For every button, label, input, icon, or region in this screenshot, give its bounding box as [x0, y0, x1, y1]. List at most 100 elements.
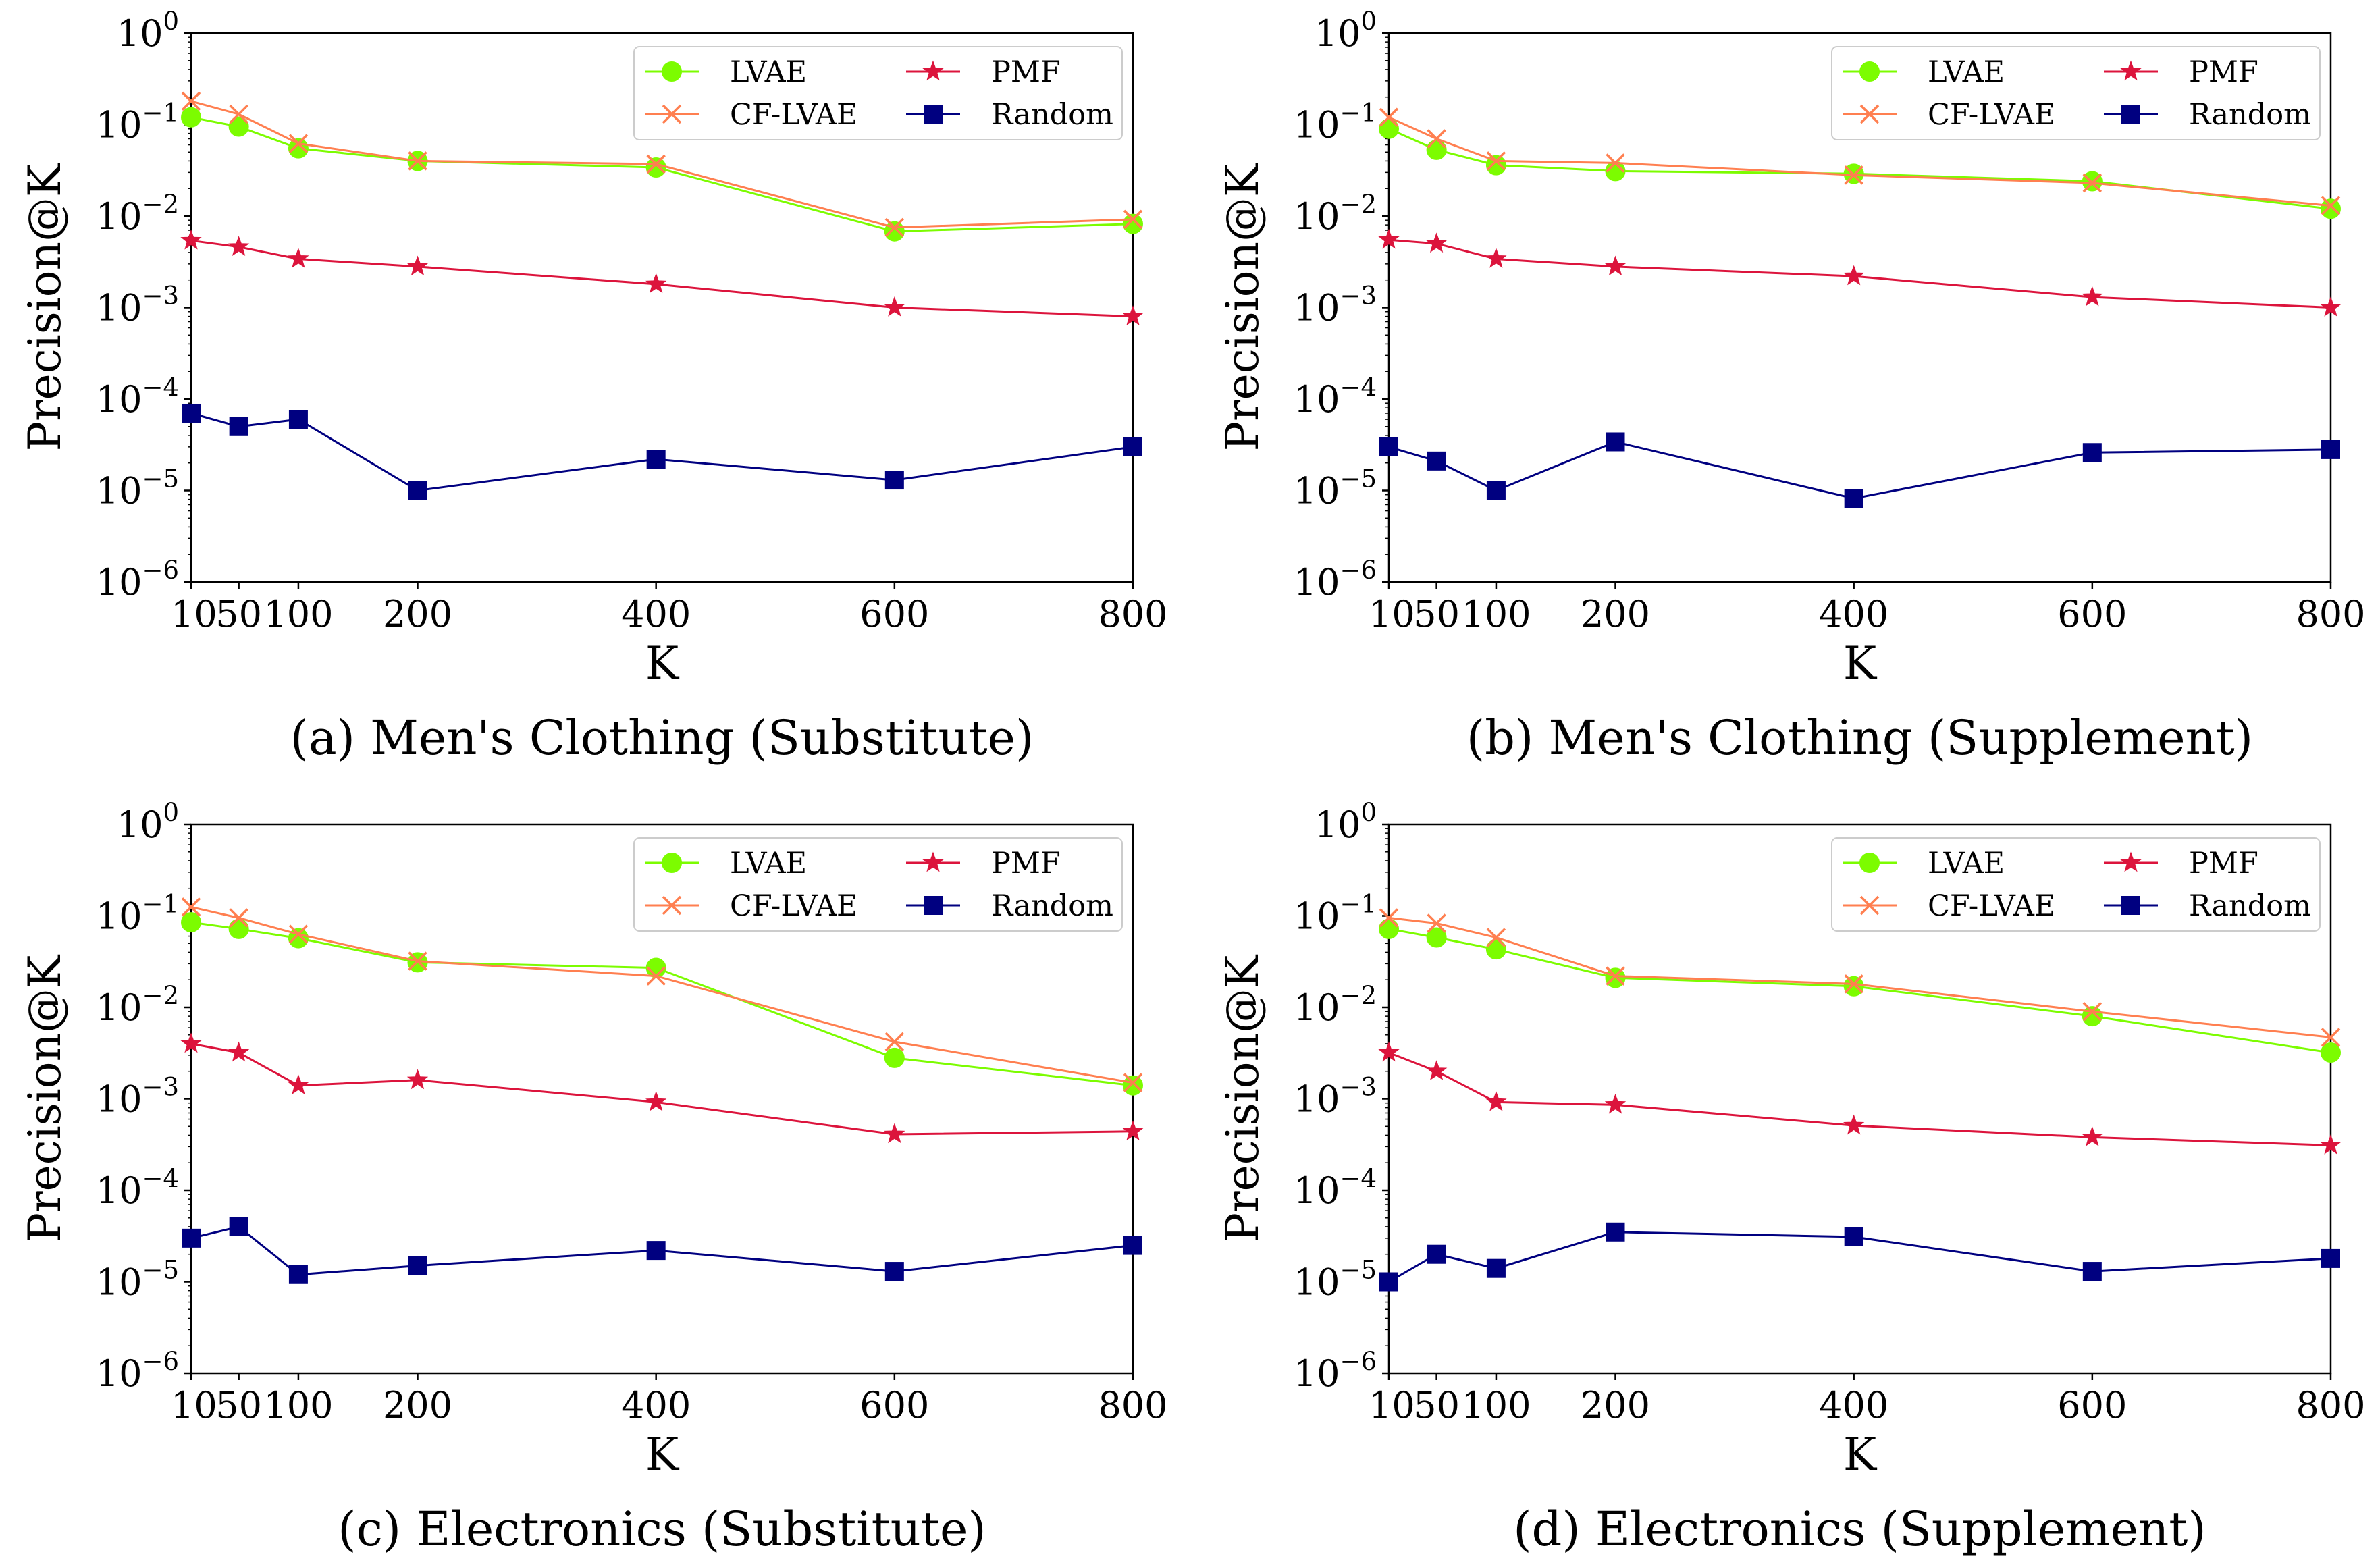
x-tick-label: 50 — [215, 1384, 262, 1427]
point-cf-lvae-stroke-b — [229, 104, 248, 124]
legend-label-lvae: LVAE — [1928, 847, 2005, 880]
x-tick-label: 800 — [1098, 1384, 1167, 1427]
point-lvae — [288, 138, 309, 159]
point-lvae — [884, 1047, 905, 1068]
y-tick-exponent: −2 — [142, 981, 179, 1010]
x-tick-label: 200 — [383, 593, 452, 635]
legend-label-cf-lvae: CF-LVAE — [1928, 98, 2055, 132]
point-random — [1844, 1227, 1863, 1246]
point-cf-lvae-stroke-b — [1123, 209, 1143, 230]
point-cf-lvae-stroke-b — [408, 151, 427, 171]
y-tick-exponent: −1 — [1340, 890, 1377, 919]
point-random — [2082, 1262, 2102, 1281]
point-lvae — [2321, 1042, 2341, 1063]
y-axis-label: Precision@K — [1217, 954, 1269, 1242]
y-tick-label: 10−5 — [96, 1256, 179, 1304]
y-tick-label: 10−3 — [96, 1073, 179, 1121]
y-tick-exponent: 0 — [163, 798, 179, 827]
y-tick-exponent: −4 — [142, 373, 179, 402]
x-tick-label: 400 — [621, 1384, 691, 1427]
point-cf-lvae — [1427, 129, 1446, 149]
point-lvae — [1843, 976, 1864, 997]
point-pmf — [2320, 1134, 2342, 1155]
legend: LVAE CF-LVAE PMF Random — [1831, 837, 2321, 932]
legend-marker-cf-lvae — [1859, 895, 1880, 916]
legend-label-lvae: LVAE — [730, 55, 807, 89]
point-cf-lvae-stroke-b — [1844, 165, 1863, 185]
point-cf-lvae — [2082, 1001, 2103, 1022]
legend-label-pmf: PMF — [991, 847, 1061, 880]
point-lvae — [1605, 967, 1626, 988]
y-tick-exponent: −4 — [1340, 1164, 1377, 1193]
legend-frame — [633, 46, 1123, 140]
y-tick-exponent: 0 — [1360, 7, 1377, 36]
legend-label-pmf: PMF — [2189, 55, 2258, 89]
point-cf-lvae-stroke-b — [2082, 173, 2103, 193]
legend-label-random: Random — [991, 889, 1113, 923]
point-lvae — [2082, 171, 2103, 192]
point-random — [182, 1228, 201, 1248]
point-random — [288, 410, 308, 429]
point-cf-lvae-stroke-b — [1486, 928, 1506, 947]
point-cf-lvae — [646, 966, 666, 986]
subplot-caption: (b) Men's Clothing (Supplement) — [1466, 710, 2253, 766]
point-random — [1379, 437, 1398, 456]
point-cf-lvae-stroke-b — [1123, 1073, 1143, 1092]
point-cf-lvae — [1606, 153, 1625, 173]
legend-label-lvae: LVAE — [1928, 55, 2005, 89]
x-axis-label: K — [645, 1429, 680, 1481]
point-cf-lvae-stroke-b — [1606, 153, 1625, 173]
point-pmf — [645, 273, 667, 294]
y-tick-label: 100 — [1315, 7, 1377, 55]
y-tick-exponent: −2 — [1340, 190, 1377, 219]
point-cf-lvae — [288, 134, 309, 153]
legend: LVAE CF-LVAE PMF Random — [633, 837, 1123, 932]
point-cf-lvae-stroke-b — [2082, 1001, 2103, 1022]
point-pmf — [406, 255, 429, 276]
x-tick-label: 50 — [1413, 1384, 1460, 1427]
point-lvae — [1379, 918, 1399, 939]
point-cf-lvae — [229, 104, 248, 124]
y-tick-label: 10−6 — [1294, 1347, 1377, 1395]
point-pmf — [228, 236, 250, 256]
point-cf-lvae — [408, 951, 427, 971]
legend-label-random: Random — [2189, 889, 2311, 923]
point-cf-lvae — [1123, 209, 1143, 230]
legend-label-cf-lvae: CF-LVAE — [730, 889, 857, 923]
point-lvae — [181, 107, 201, 128]
y-tick-exponent: −1 — [142, 99, 179, 128]
legend-frame — [1831, 837, 2321, 932]
point-cf-lvae — [1606, 966, 1625, 986]
point-cf-lvae-stroke-b — [2321, 196, 2341, 215]
point-cf-lvae — [288, 924, 309, 944]
point-cf-lvae-stroke-b — [884, 217, 905, 238]
y-tick-exponent: −3 — [1340, 1073, 1377, 1102]
point-cf-lvae — [1123, 1073, 1143, 1092]
y-tick-exponent: −6 — [142, 556, 179, 585]
legend-marker-pmf — [922, 851, 944, 872]
x-axis-label: K — [645, 637, 680, 689]
legend-label-pmf: PMF — [991, 55, 1061, 89]
x-tick-label: 800 — [1098, 593, 1167, 635]
point-random — [1606, 432, 1625, 452]
point-random — [2321, 440, 2340, 459]
point-cf-lvae-stroke-b — [1427, 913, 1446, 933]
point-cf-lvae — [1427, 913, 1446, 933]
point-random — [408, 481, 427, 500]
point-pmf — [1122, 305, 1144, 325]
y-axis-label: Precision@K — [19, 954, 71, 1242]
point-cf-lvae-stroke-b — [2321, 1028, 2341, 1047]
point-random — [1427, 1244, 1446, 1264]
legend-marker-random — [2121, 105, 2140, 124]
point-pmf — [2082, 286, 2103, 307]
point-pmf — [180, 1032, 202, 1053]
point-random — [2321, 1248, 2340, 1268]
legend-marker-cf-lvae-stroke-b — [1859, 104, 1880, 124]
point-pmf — [1604, 255, 1627, 276]
point-cf-lvae-stroke-b — [181, 91, 201, 111]
x-tick-label: 10 — [1369, 1384, 1415, 1427]
point-pmf — [1426, 1060, 1448, 1080]
point-pmf — [406, 1069, 429, 1090]
